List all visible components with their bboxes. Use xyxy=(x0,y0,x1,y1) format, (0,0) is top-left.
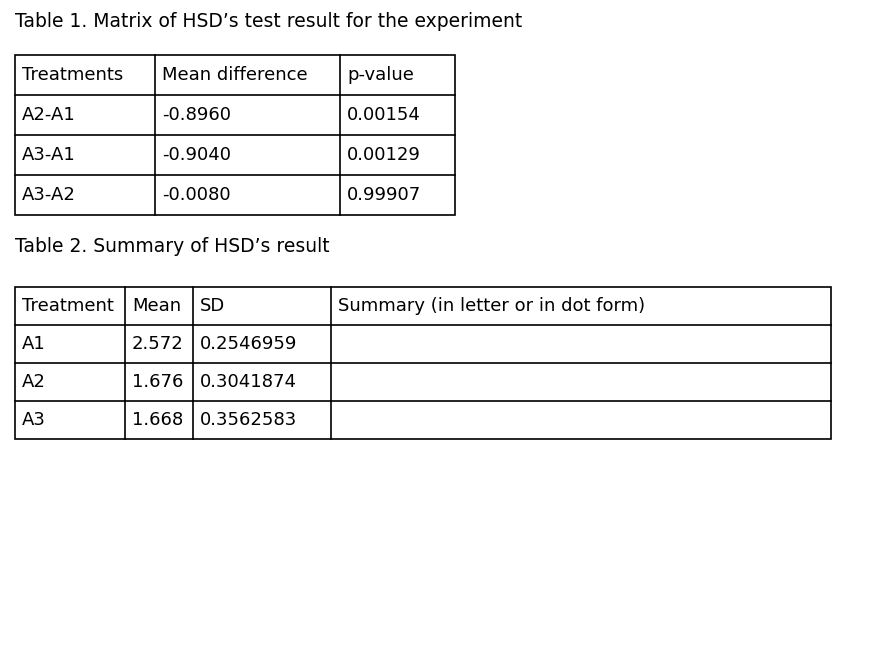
Text: -0.9040: -0.9040 xyxy=(162,146,231,164)
Text: Table 1. Matrix of HSD’s test result for the experiment: Table 1. Matrix of HSD’s test result for… xyxy=(15,12,522,31)
Text: Mean: Mean xyxy=(132,297,181,315)
Text: A2-A1: A2-A1 xyxy=(22,106,76,124)
Text: 0.99907: 0.99907 xyxy=(347,186,421,204)
Text: Table 2. Summary of HSD’s result: Table 2. Summary of HSD’s result xyxy=(15,237,329,256)
Text: A3-A1: A3-A1 xyxy=(22,146,76,164)
Text: 0.3041874: 0.3041874 xyxy=(200,373,297,391)
Text: Summary (in letter or in dot form): Summary (in letter or in dot form) xyxy=(338,297,645,315)
Text: 0.3562583: 0.3562583 xyxy=(200,411,297,429)
Text: Treatments: Treatments xyxy=(22,66,123,84)
Text: -0.8960: -0.8960 xyxy=(162,106,231,124)
Text: 0.00129: 0.00129 xyxy=(347,146,421,164)
Bar xyxy=(15,55,455,215)
Text: Treatment: Treatment xyxy=(22,297,114,315)
Text: p-value: p-value xyxy=(347,66,414,84)
Text: SD: SD xyxy=(200,297,225,315)
Text: -0.0080: -0.0080 xyxy=(162,186,230,204)
Text: A2: A2 xyxy=(22,373,46,391)
Text: 2.572: 2.572 xyxy=(132,335,183,353)
Text: A3: A3 xyxy=(22,411,46,429)
Text: Mean difference: Mean difference xyxy=(162,66,308,84)
Text: 1.676: 1.676 xyxy=(132,373,183,391)
Text: 0.2546959: 0.2546959 xyxy=(200,335,297,353)
Bar xyxy=(15,287,831,439)
Text: A3-A2: A3-A2 xyxy=(22,186,76,204)
Text: A1: A1 xyxy=(22,335,46,353)
Text: 0.00154: 0.00154 xyxy=(347,106,421,124)
Text: 1.668: 1.668 xyxy=(132,411,183,429)
